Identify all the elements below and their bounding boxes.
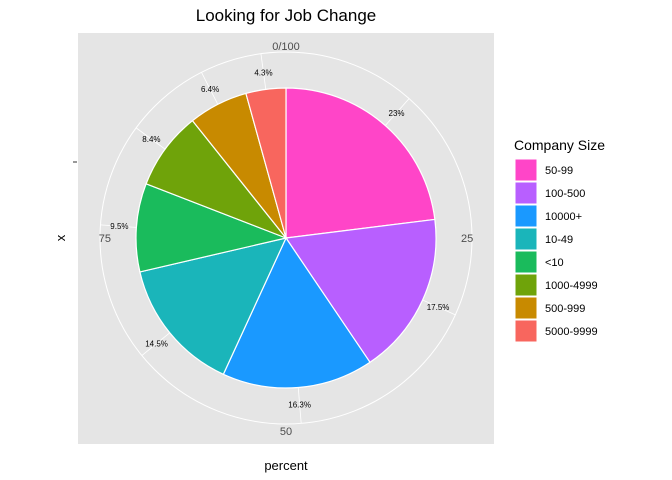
pie-slice-4	[135, 183, 289, 273]
legend-title: Company Size	[514, 137, 605, 153]
legend-key	[514, 273, 538, 297]
pie-slice-3	[139, 237, 288, 376]
legend-key	[514, 319, 538, 343]
slice-value-label: 6.4%	[201, 85, 219, 94]
legend-key	[514, 227, 538, 251]
slice-value-label: 9.5%	[110, 222, 128, 231]
slice-labels: 23% 17.5% 16.3% 14.5% 9.5% 8.4% 6.4% 4.3%	[110, 69, 449, 410]
radial-tick-label: 50	[280, 426, 292, 438]
legend-label: <10	[545, 257, 564, 269]
slice-value-label: 17.5%	[427, 303, 450, 312]
slice-value-label: 23%	[389, 109, 405, 118]
y-axis-title: x	[53, 234, 68, 241]
legend-label: 10-49	[545, 234, 573, 246]
x-axis-title: percent	[264, 458, 308, 473]
legend-key	[514, 181, 538, 205]
grid-circle	[99, 51, 473, 425]
legend-key	[514, 204, 538, 228]
legend-label: 5000-9999	[545, 326, 598, 338]
legend-key	[514, 158, 538, 182]
slice-value-label: 8.4%	[142, 135, 160, 144]
radial-tick-labels: 0/100 25 50 75	[99, 41, 474, 438]
radial-tick-label: 75	[99, 233, 111, 245]
legend-label: 10000+	[545, 211, 582, 223]
slice-value-label: 14.5%	[145, 340, 168, 349]
slices	[135, 87, 437, 389]
radial-tick-label: 25	[461, 233, 473, 245]
legend-label: 100-500	[545, 188, 585, 200]
pie-slice-7	[245, 87, 287, 239]
pie-slice-0	[285, 87, 436, 239]
chart-title: Looking for Job Change	[196, 6, 377, 25]
pie-slice-1	[284, 218, 437, 364]
legend-label: 50-99	[545, 165, 573, 177]
pie-slice-2	[222, 236, 371, 389]
legend-label: 1000-4999	[545, 280, 598, 292]
legend-key	[514, 296, 538, 320]
legend-key	[514, 250, 538, 274]
slice-value-label: 16.3%	[288, 400, 311, 409]
radial-tick-label: 0/100	[272, 41, 300, 53]
slice-value-label: 4.3%	[254, 69, 272, 78]
legend-label: 500-999	[545, 303, 585, 315]
legend: 50-99 100-500 10000+ 10-49 <10 1000-4999 500-9…	[514, 158, 598, 343]
